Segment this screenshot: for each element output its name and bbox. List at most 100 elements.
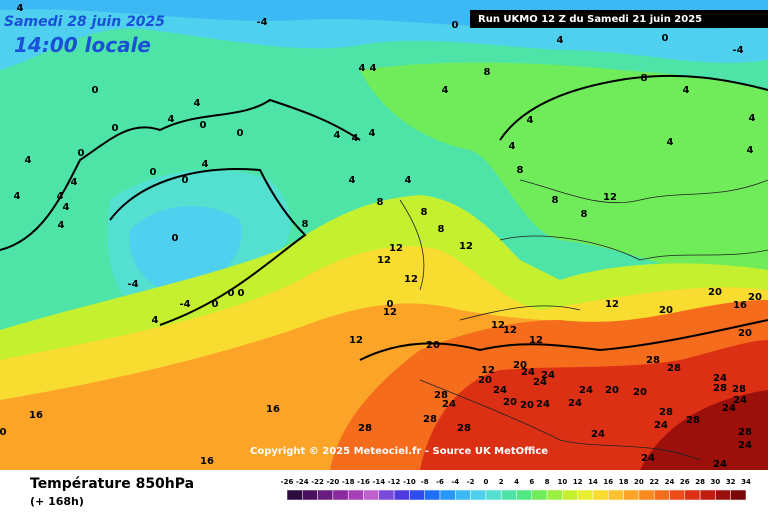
contour-label: 0 [237, 128, 244, 139]
scale-tick-label: -4 [451, 478, 459, 486]
scale-swatch [577, 489, 594, 501]
contour-label: 16 [266, 404, 280, 415]
contour-label: 28 [686, 415, 700, 426]
contour-label: 4 [334, 130, 341, 141]
contour-label: 24 [533, 377, 547, 388]
contour-label: 4 [557, 35, 564, 46]
scale-swatch [608, 489, 624, 501]
contour-label: 8 [552, 195, 559, 206]
scale-tick-label: -2 [467, 478, 475, 486]
scale-swatch [562, 489, 578, 501]
scale-swatch [286, 489, 303, 501]
scale-tick-label: -26 [281, 478, 294, 486]
scale-swatch [730, 489, 747, 501]
scale-tick-label: -8 [421, 478, 429, 486]
scale-swatch [531, 489, 548, 501]
contour-label: 12 [605, 299, 619, 310]
footer-lead: (+ 168h) [30, 495, 84, 508]
contour-label: 24 [733, 395, 747, 406]
contour-label: 4 [17, 3, 24, 14]
contour-label: -4 [256, 17, 267, 28]
contour-label: 4 [202, 159, 209, 170]
contour-label: 4 [168, 114, 175, 125]
scale-tick-label: -10 [403, 478, 416, 486]
contour-label: 0 [0, 427, 7, 438]
contour-label: 4 [14, 191, 21, 202]
contour-label: -4 [732, 45, 743, 56]
map-time: 14:00 locale [14, 33, 151, 57]
contour-label: 12 [377, 255, 391, 266]
scale-swatch [347, 489, 364, 501]
contour-label: 4 [747, 145, 754, 156]
temperature-field [0, 0, 768, 470]
contour-label: 8 [581, 209, 588, 220]
contour-label: 8 [377, 197, 384, 208]
contour-label: 4 [749, 113, 756, 124]
contour-label: 8 [484, 67, 491, 78]
contour-label: 24 [641, 453, 655, 464]
contour-label: 24 [713, 459, 727, 470]
contour-label: 12 [529, 335, 543, 346]
scale-swatch [592, 489, 609, 501]
scale-swatch [699, 489, 716, 501]
contour-label: 0 [200, 120, 207, 131]
contour-label: 20 [478, 375, 492, 386]
scale-swatch [638, 489, 655, 501]
footer-title: Température 850hPa [30, 476, 194, 492]
scale-tick-label: 10 [558, 478, 568, 486]
contour-label: 28 [732, 384, 746, 395]
scale-swatch [653, 489, 670, 501]
scale-swatch [623, 489, 640, 501]
contour-label: 20 [426, 340, 440, 351]
scale-tick-label: 0 [483, 478, 488, 486]
contour-label: 24 [493, 385, 507, 396]
contour-label: 0 [238, 288, 245, 299]
scale-tick-label: 8 [545, 478, 550, 486]
contour-label: 4 [509, 141, 516, 152]
contour-label: 4 [71, 177, 78, 188]
contour-label: 24 [738, 440, 752, 451]
contour-label: 4 [683, 85, 690, 96]
scale-swatch [470, 489, 487, 501]
contour-label: 4 [442, 85, 449, 96]
contour-label: 28 [738, 427, 752, 438]
contour-label: 20 [708, 287, 722, 298]
contour-label: 24 [521, 367, 535, 378]
contour-label: 24 [654, 420, 668, 431]
contour-label: 4 [349, 175, 356, 186]
contour-label: 0 [182, 175, 189, 186]
contour-label: 16 [200, 456, 214, 467]
scale-swatch [332, 489, 349, 501]
contour-label: 24 [541, 370, 555, 381]
contour-label: 24 [713, 373, 727, 384]
contour-label: 0 [172, 233, 179, 244]
run-info: Run UKMO 12 Z du Samedi 21 juin 2025 [478, 14, 702, 25]
contour-label: 8 [438, 224, 445, 235]
contour-label: 12 [383, 307, 397, 318]
scale-tick-label: -16 [357, 478, 370, 486]
scale-tick-label: -22 [311, 478, 324, 486]
contour-label: 0 [452, 20, 459, 31]
scale-swatch [363, 489, 380, 501]
scale-tick-label: 30 [711, 478, 721, 486]
map-date: Samedi 28 juin 2025 [4, 14, 165, 30]
contour-label: 24 [579, 385, 593, 396]
contour-label: 20 [520, 400, 534, 411]
contour-label: 4 [527, 115, 534, 126]
contour-label: 0 [212, 299, 219, 310]
scale-swatch [424, 489, 441, 501]
contour-label: 20 [605, 385, 619, 396]
contour-label: 28 [667, 363, 681, 374]
contour-label: 4 [369, 128, 376, 139]
contour-label: 16 [733, 300, 747, 311]
contour-label: 28 [646, 355, 660, 366]
contour-label: 0 [150, 167, 157, 178]
contour-label: 4 [370, 63, 377, 74]
scale-swatch [546, 489, 563, 501]
scale-swatch [302, 489, 318, 501]
contour-label: 28 [358, 423, 372, 434]
contour-label: 20 [659, 305, 673, 316]
contour-label: 24 [536, 399, 550, 410]
